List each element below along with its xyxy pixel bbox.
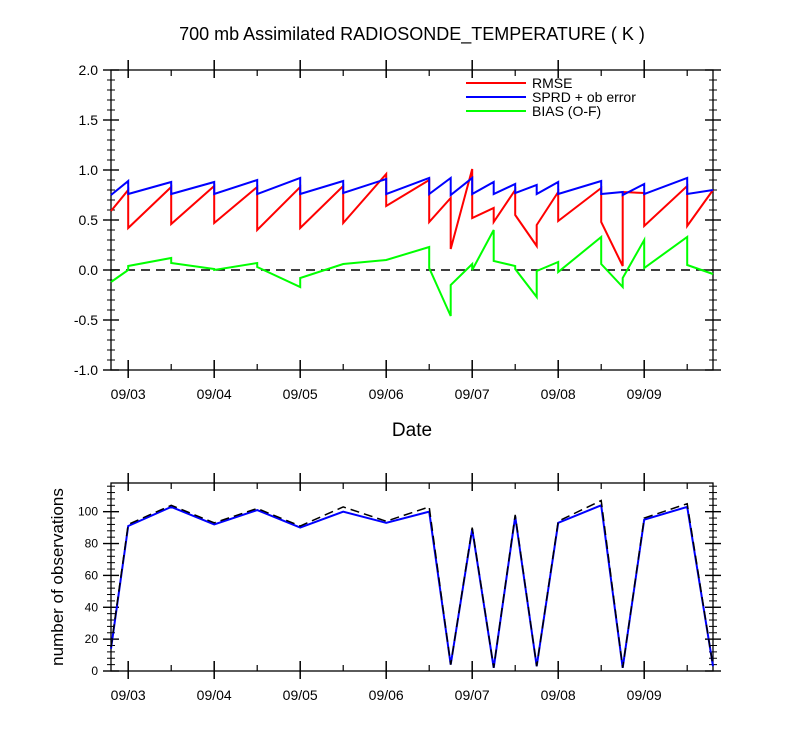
bottom-y-axis-label: number of observations xyxy=(48,488,67,666)
top-x-tick-label: 09/09 xyxy=(627,386,662,402)
bottom-x-tick-label: 09/06 xyxy=(369,687,404,703)
top-x-tick-label: 09/03 xyxy=(111,386,146,402)
bottom-x-tick-label: 09/07 xyxy=(455,687,490,703)
top-x-tick-label: 09/06 xyxy=(369,386,404,402)
top-x-axis-label: Date xyxy=(392,420,432,441)
bottom-plot-frame xyxy=(110,482,714,672)
legend-label: BIAS (O-F) xyxy=(532,103,601,119)
top-x-tick-label: 09/04 xyxy=(197,386,232,402)
bottom-y-tick-label: 100 xyxy=(78,505,98,519)
bottom-x-tick-label: 09/03 xyxy=(111,687,146,703)
top-x-tick-label: 09/08 xyxy=(541,386,576,402)
bottom-y-tick-label: 20 xyxy=(85,632,99,646)
top-y-tick-label: 0.0 xyxy=(79,262,99,278)
top-y-tick-label: -0.5 xyxy=(74,312,98,328)
top-y-tick-label: 1.5 xyxy=(79,112,99,128)
top-panel-rmse-spread-bias: 09/03 09/04 09/05 09/06 09/07 09/08 09/09 -1.0 -… xyxy=(74,60,721,402)
bottom-x-tick-label: 09/09 xyxy=(627,687,662,703)
top-y-tick-label: 1.0 xyxy=(79,162,99,178)
top-x-tick-label: 09/05 xyxy=(283,386,318,402)
top-series-bias-o-f xyxy=(110,229,714,317)
legend-label: SPRD + ob error xyxy=(532,89,636,105)
bottom-y-tick-label: 0 xyxy=(91,664,98,678)
top-y-tick-label: 2.0 xyxy=(79,62,99,78)
bottom-x-tick-label: 09/08 xyxy=(541,687,576,703)
chart-title: 700 mb Assimilated RADIOSONDE_TEMPERATUR… xyxy=(179,24,645,45)
top-series-rmse xyxy=(110,168,714,267)
bottom-y-tick-label: 60 xyxy=(85,568,99,582)
bottom-series-assimilated xyxy=(110,503,714,668)
bottom-x-tick-label: 09/05 xyxy=(283,687,318,703)
legend-label: RMSE xyxy=(532,75,572,91)
bottom-series-possible xyxy=(110,499,714,668)
top-y-tick-label: 0.5 xyxy=(79,212,99,228)
bottom-y-tick-label: 40 xyxy=(85,600,99,614)
top-series-sprd-ob-error xyxy=(110,175,714,198)
bottom-y-tick-label: 80 xyxy=(85,537,99,551)
bottom-panel-observation-count: 09/03 09/04 09/05 09/06 09/07 09/08 09/09 0 20 40… xyxy=(78,473,721,703)
top-x-tick-label: 09/07 xyxy=(455,386,490,402)
top-y-tick-label: -1.0 xyxy=(74,362,98,378)
bottom-x-tick-label: 09/04 xyxy=(197,687,232,703)
